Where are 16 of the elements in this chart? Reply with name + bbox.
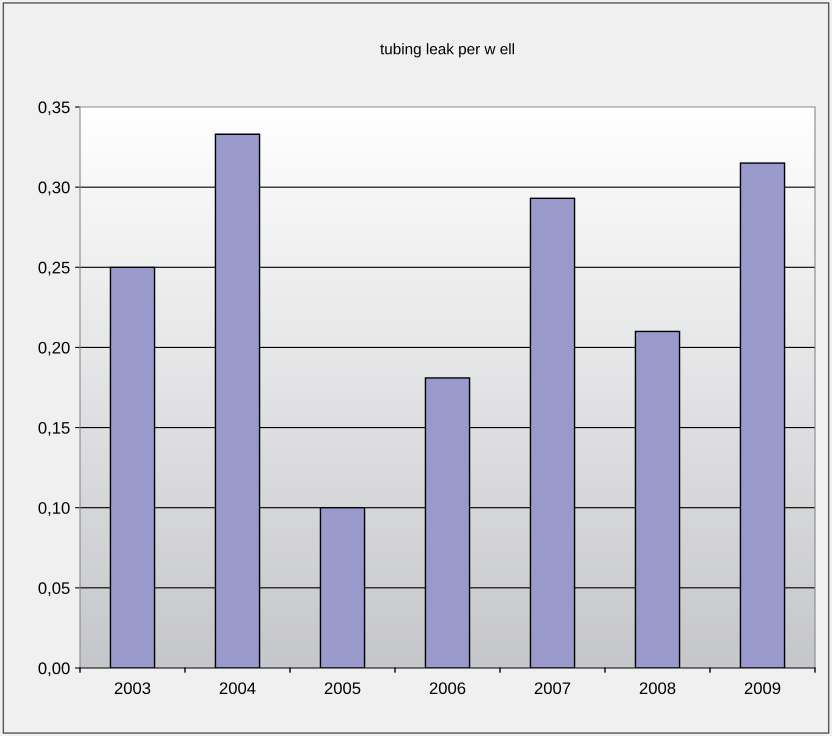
y-tick-label: 0,25 <box>38 262 70 276</box>
y-tick-label: 0,10 <box>38 502 70 516</box>
x-tick-label: 2006 <box>430 682 466 694</box>
x-tick-label: 2004 <box>220 682 256 694</box>
chart-title: tubing leak per w ell <box>380 43 514 58</box>
y-tick-label: 0,20 <box>38 342 70 356</box>
x-tick-label: 2003 <box>114 682 150 694</box>
y-tick-label: 0,15 <box>38 422 70 436</box>
y-tick-label: 0,00 <box>38 662 70 676</box>
x-tick-label: 2009 <box>744 682 780 694</box>
y-tick-label: 0,05 <box>38 582 70 596</box>
y-tick-label: 0,30 <box>38 182 70 196</box>
y-tick-label: 0,35 <box>38 101 70 116</box>
x-tick-label: 2007 <box>534 682 570 694</box>
x-tick-label: 2005 <box>324 682 360 694</box>
x-tick-label: 2008 <box>640 682 676 694</box>
